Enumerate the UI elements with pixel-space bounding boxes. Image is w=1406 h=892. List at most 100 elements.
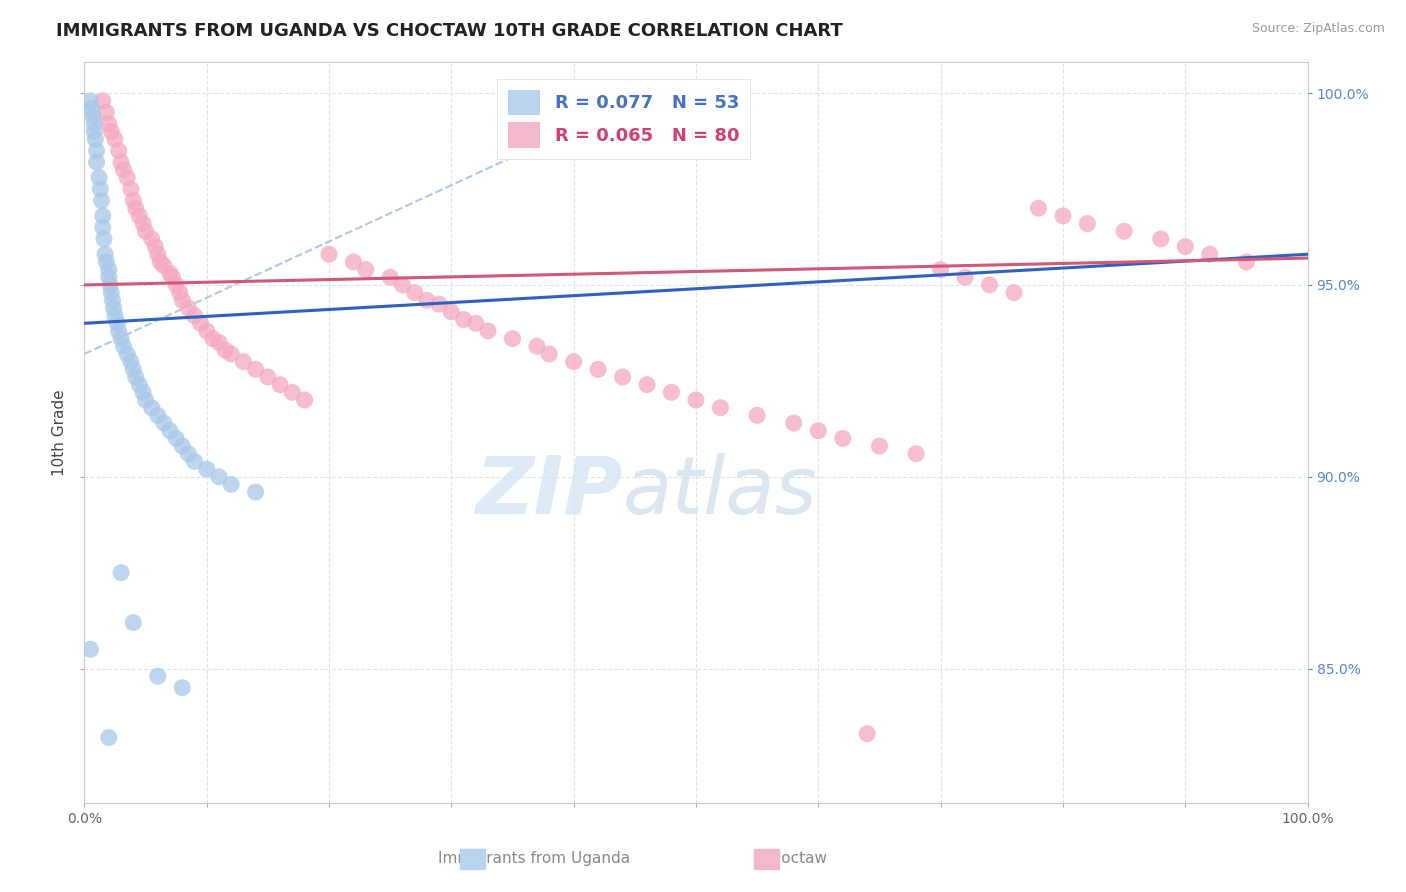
- Point: [831, 431, 853, 445]
- Point: [112, 162, 135, 177]
- Text: Choctaw: Choctaw: [762, 851, 827, 865]
- Point: [1236, 255, 1258, 269]
- Point: [96, 105, 118, 120]
- Point: [905, 447, 928, 461]
- Point: [143, 239, 166, 253]
- Point: [183, 454, 205, 468]
- Point: [219, 477, 242, 491]
- Point: [208, 469, 231, 483]
- Point: [172, 681, 194, 695]
- Text: Source: ZipAtlas.com: Source: ZipAtlas.com: [1251, 22, 1385, 36]
- Point: [120, 354, 142, 368]
- Point: [93, 232, 115, 246]
- Point: [354, 262, 377, 277]
- Point: [165, 277, 187, 292]
- Point: [141, 401, 163, 415]
- Point: [709, 401, 731, 415]
- Point: [159, 267, 181, 281]
- Point: [1198, 247, 1220, 261]
- Point: [135, 224, 157, 238]
- Point: [807, 424, 830, 438]
- Text: IMMIGRANTS FROM UGANDA VS CHOCTAW 10TH GRADE CORRELATION CHART: IMMIGRANTS FROM UGANDA VS CHOCTAW 10TH G…: [56, 22, 844, 40]
- Point: [183, 309, 205, 323]
- Point: [79, 642, 101, 657]
- Point: [562, 354, 585, 368]
- Point: [91, 209, 114, 223]
- Point: [159, 424, 181, 438]
- Point: [104, 309, 127, 323]
- Point: [219, 347, 242, 361]
- Point: [586, 362, 609, 376]
- Point: [82, 109, 104, 123]
- Point: [245, 485, 267, 500]
- Point: [105, 316, 128, 330]
- Point: [1174, 239, 1197, 253]
- Point: [1028, 201, 1050, 215]
- Point: [953, 270, 976, 285]
- Point: [281, 385, 304, 400]
- Legend: R = 0.077   N = 53, R = 0.065   N = 80: R = 0.077 N = 53, R = 0.065 N = 80: [498, 78, 751, 159]
- Point: [153, 259, 176, 273]
- Point: [120, 182, 142, 196]
- Point: [122, 362, 145, 376]
- Point: [83, 117, 105, 131]
- Text: atlas: atlas: [623, 453, 817, 531]
- Point: [103, 301, 125, 315]
- Point: [1002, 285, 1025, 300]
- Point: [135, 392, 157, 407]
- Point: [79, 94, 101, 108]
- Point: [80, 102, 103, 116]
- Point: [172, 293, 194, 308]
- Point: [177, 447, 200, 461]
- Point: [115, 347, 138, 361]
- Point: [201, 332, 224, 346]
- Point: [91, 220, 114, 235]
- Point: [128, 377, 150, 392]
- Point: [100, 285, 122, 300]
- Point: [929, 262, 952, 277]
- Point: [380, 270, 402, 285]
- Point: [90, 194, 112, 208]
- Point: [122, 194, 145, 208]
- Point: [149, 255, 172, 269]
- Point: [177, 301, 200, 315]
- Point: [1114, 224, 1136, 238]
- Point: [91, 94, 114, 108]
- Point: [257, 370, 280, 384]
- Point: [141, 232, 163, 246]
- Point: [979, 277, 1001, 292]
- Point: [96, 255, 118, 269]
- Point: [98, 277, 121, 292]
- Point: [115, 170, 138, 185]
- Point: [294, 392, 316, 407]
- Point: [612, 370, 634, 384]
- Point: [502, 332, 524, 346]
- Text: ZIP: ZIP: [475, 453, 623, 531]
- Point: [84, 132, 107, 146]
- Point: [125, 370, 148, 384]
- Point: [747, 409, 769, 423]
- Point: [685, 392, 707, 407]
- Point: [97, 262, 120, 277]
- Point: [169, 285, 191, 300]
- Point: [110, 566, 132, 580]
- Point: [132, 385, 155, 400]
- Point: [107, 144, 129, 158]
- Point: [97, 270, 120, 285]
- Point: [128, 209, 150, 223]
- Text: Immigrants from Uganda: Immigrants from Uganda: [439, 851, 630, 865]
- Point: [869, 439, 891, 453]
- Point: [538, 347, 561, 361]
- Point: [101, 293, 124, 308]
- Point: [172, 439, 194, 453]
- Point: [318, 247, 340, 261]
- Point: [214, 343, 236, 358]
- Point: [153, 416, 176, 430]
- Point: [110, 155, 132, 169]
- Point: [97, 731, 120, 745]
- Point: [391, 277, 413, 292]
- Point: [162, 270, 184, 285]
- Point: [89, 182, 111, 196]
- Point: [440, 305, 463, 319]
- Point: [94, 247, 117, 261]
